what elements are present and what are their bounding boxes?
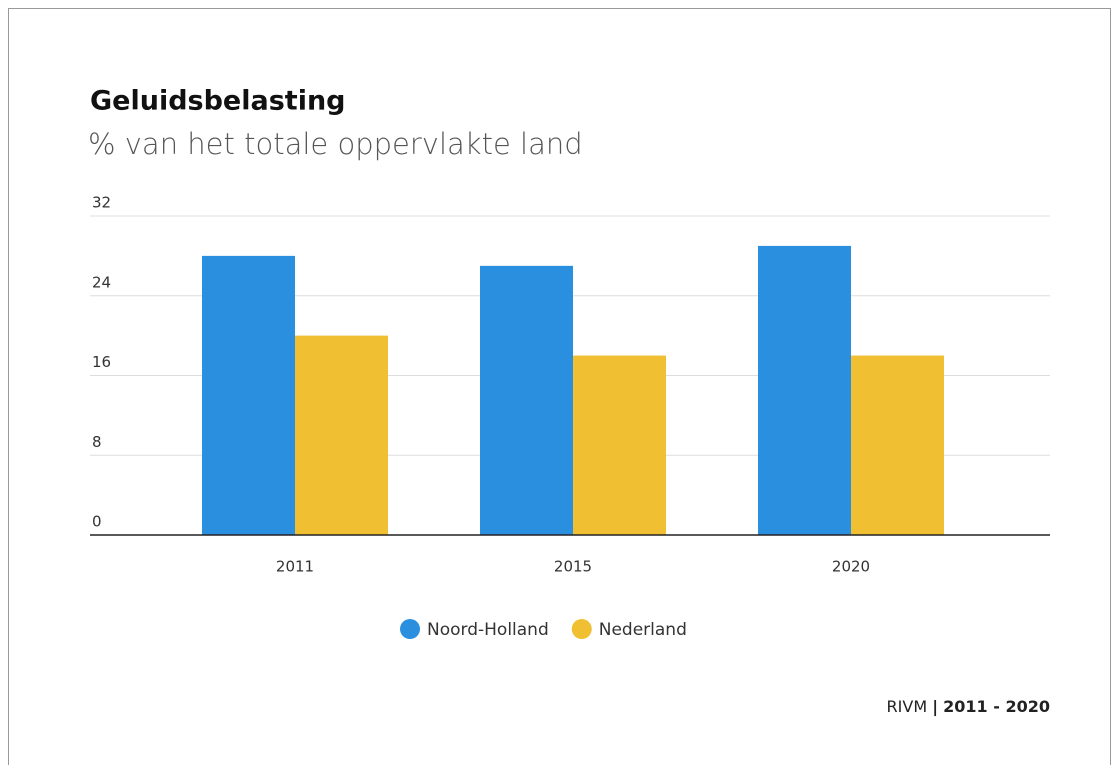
bar <box>758 245 851 535</box>
y-tick-label: 24 <box>92 273 111 291</box>
legend-swatch <box>571 619 592 639</box>
bar <box>573 355 666 535</box>
x-tick-label: 2015 <box>554 558 592 576</box>
chart-subtitle: % van het totale oppervlakte land <box>88 127 583 161</box>
source: RIVM <box>887 697 928 716</box>
y-tick-label: 32 <box>92 194 111 212</box>
bar <box>480 265 573 535</box>
period: 2011 - 2020 <box>943 697 1050 716</box>
footer: RIVM | 2011 - 2020 <box>887 697 1050 717</box>
separator: | <box>932 697 938 717</box>
y-tick-label: 8 <box>92 433 102 451</box>
legend-label: Noord-Holland <box>427 620 549 640</box>
bar <box>202 255 295 535</box>
chart-title: Geluidsbelasting <box>90 86 346 117</box>
bar <box>851 355 944 535</box>
frame <box>8 8 1111 765</box>
x-tick-label: 2011 <box>276 558 314 576</box>
legend-swatch <box>400 619 420 639</box>
bar <box>295 335 388 535</box>
y-tick-label: 16 <box>92 353 111 371</box>
legend-label: Nederland <box>599 620 687 640</box>
x-tick-label: 2020 <box>832 558 870 576</box>
y-tick-label: 0 <box>92 513 102 531</box>
